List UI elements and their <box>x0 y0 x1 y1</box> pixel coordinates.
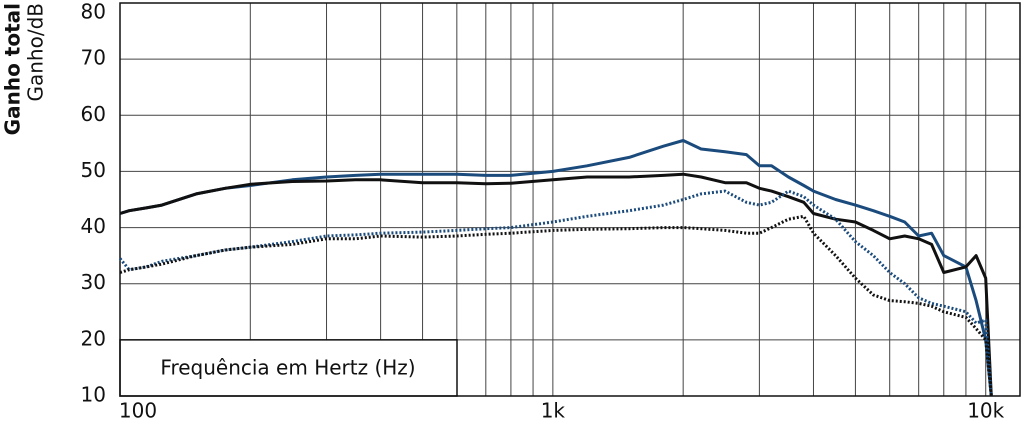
x-tick-label: 1k <box>541 399 566 423</box>
y-tick-label: 40 <box>81 214 106 238</box>
y-tick-label: 30 <box>81 270 106 294</box>
series-line <box>119 214 993 397</box>
series-line <box>119 172 993 397</box>
plot-frame <box>119 2 1021 397</box>
y-tick-label: 70 <box>81 46 106 70</box>
x-label-box <box>119 339 458 397</box>
x-label: Frequência em Hertz (Hz) <box>160 355 415 379</box>
y-title: Ganho total <box>1 3 25 135</box>
x-tick-label: 100 <box>119 399 157 423</box>
y-tick-label: 10 <box>81 383 106 407</box>
x-tick-label: 10k <box>967 399 1004 423</box>
y-tick-label: 50 <box>81 158 106 182</box>
y-tick-label: 80 <box>81 0 106 24</box>
y-tick-label: 60 <box>81 102 106 126</box>
y-tick-label: 20 <box>81 326 106 350</box>
y-label: Ganho/dB <box>24 3 48 102</box>
